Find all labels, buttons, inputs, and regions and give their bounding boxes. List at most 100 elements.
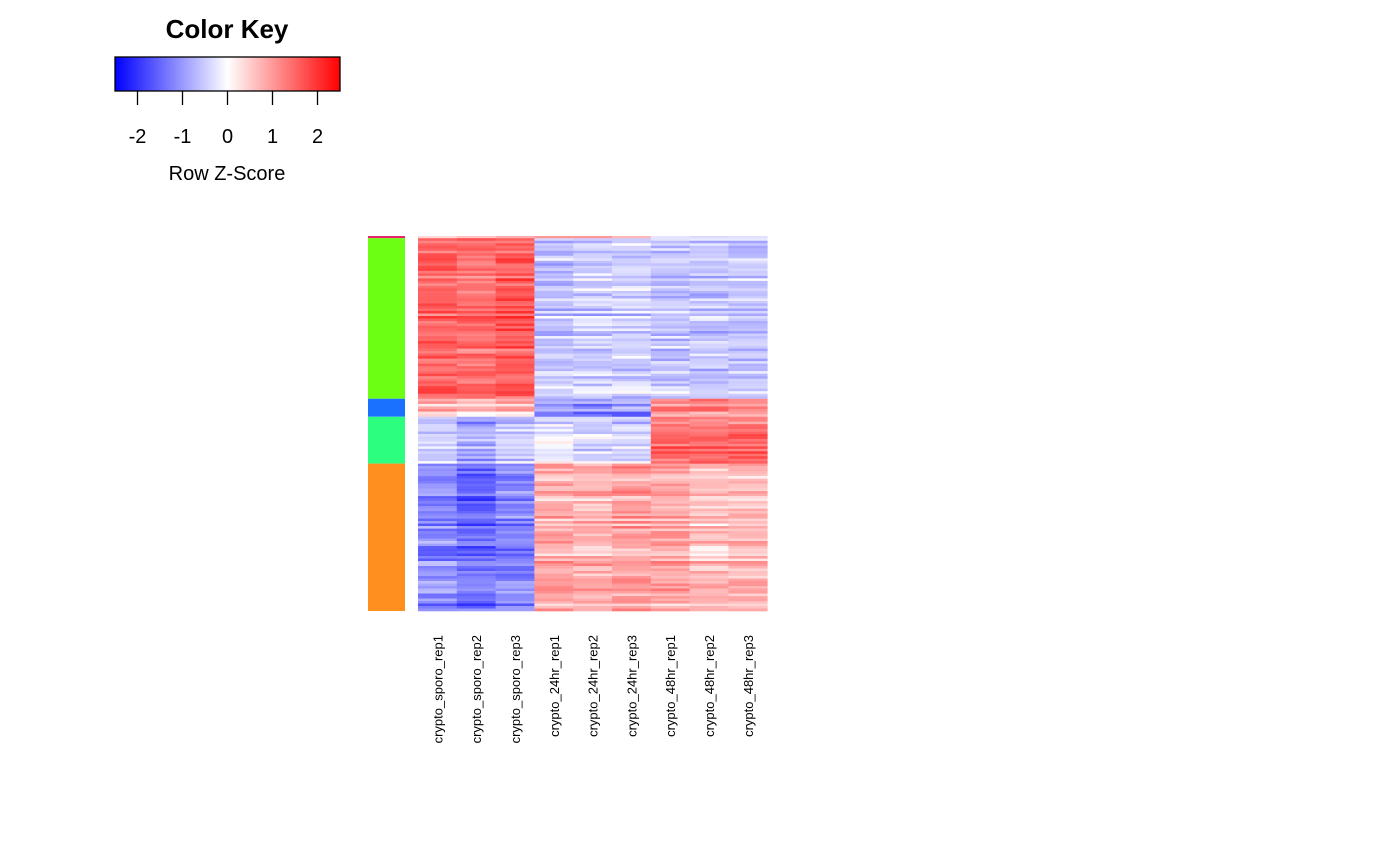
heatmap-cell [534,429,574,432]
heatmap-cell [534,305,574,309]
heatmap-cell [534,531,574,534]
heatmap-cell [456,245,496,249]
heatmap-cell [495,563,535,567]
heatmap-cell [612,493,652,497]
heatmap-cell [418,250,458,254]
heatmap-cell [728,553,768,557]
heatmap-cell [573,341,613,344]
heatmap-cell [456,566,496,569]
heatmap-cell [418,541,458,544]
heatmap-cell [689,446,729,450]
heatmap-cell [612,586,652,589]
heatmap-cell [495,288,535,292]
heatmap-cell [418,403,458,407]
heatmap-cell [495,378,535,382]
heatmap-cell [650,283,690,287]
heatmap-cell [534,573,574,577]
heatmap-cell [689,473,729,477]
heatmap-cell [728,588,768,592]
heatmap-cell [728,543,768,547]
heatmap-cell [689,260,729,264]
heatmap-cell [534,401,574,405]
heatmap-cell [728,596,768,599]
heatmap-cell [728,346,768,349]
heatmap-cell [650,521,690,524]
heatmap-cell [612,255,652,259]
row-cluster-color [368,236,405,239]
column-label: crypto_sporo_rep1 [430,635,445,743]
heatmap-cell [495,561,535,564]
heatmap-cell [573,401,613,405]
heatmap-cell [495,270,535,274]
heatmap-cell [689,336,729,339]
column-label: crypto_48hr_rep3 [741,635,756,737]
heatmap-cell [418,431,458,435]
heatmap-cell [534,478,574,482]
heatmap-cell [689,486,729,489]
heatmap-cell [534,506,574,509]
heatmap-cell [728,481,768,484]
heatmap-cell [650,263,690,267]
heatmap-cell [689,563,729,567]
heatmap-cell [689,338,729,342]
heatmap-cell [573,363,613,367]
column-label: crypto_48hr_rep1 [663,635,678,737]
heatmap-cell [456,341,496,344]
row-side-colors [368,236,405,611]
heatmap-cell [418,285,458,289]
heatmap-cell [612,431,652,435]
heatmap-cell [534,453,574,457]
heatmap-cell [495,578,535,582]
heatmap-cell [650,253,690,257]
heatmap-cell [495,328,535,332]
heatmap-cell [612,265,652,269]
heatmap-cell [534,353,574,357]
heatmap-cell [728,280,768,284]
heatmap-cell [650,265,690,269]
heatmap-cell [456,396,496,400]
heatmap-cell [456,419,496,422]
heatmap-cell [456,431,496,435]
heatmap-cell [573,361,613,364]
heatmap-cell [418,318,458,322]
heatmap-cell [534,308,574,312]
heatmap-cell [418,401,458,405]
heatmap-cell [573,376,613,379]
heatmap-cell [534,414,574,418]
heatmap-cell [456,553,496,557]
heatmap-cell [456,295,496,299]
heatmap-cell [612,236,652,239]
heatmap-cell [689,426,729,430]
heatmap-cell [689,285,729,289]
heatmap-cell [495,398,535,402]
heatmap-cell [534,388,574,392]
heatmap-cell [612,419,652,422]
heatmap-cell [534,526,574,529]
heatmap-cell [689,373,729,377]
heatmap-cell [418,538,458,542]
heatmap-cell [495,486,535,489]
heatmap-cell [728,388,768,392]
heatmap-cell [456,438,496,442]
heatmap-cell [534,546,574,549]
heatmap-cell [650,326,690,329]
heatmap-cells [418,236,768,612]
heatmap-cell [612,401,652,405]
heatmap-cell [456,608,496,612]
heatmap-cell [612,293,652,297]
heatmap-cell [495,265,535,269]
heatmap-cell [689,496,729,499]
heatmap-cell [418,523,458,527]
heatmap-cell [495,506,535,509]
heatmap-cell [456,463,496,467]
heatmap-cell [456,310,496,314]
heatmap-cell [650,318,690,322]
heatmap-cell [573,426,613,430]
heatmap-cell [534,336,574,339]
heatmap-cell [573,483,613,487]
heatmap-cell [612,446,652,450]
heatmap-cell [612,548,652,552]
heatmap-cell [495,493,535,497]
heatmap-cell [495,448,535,452]
